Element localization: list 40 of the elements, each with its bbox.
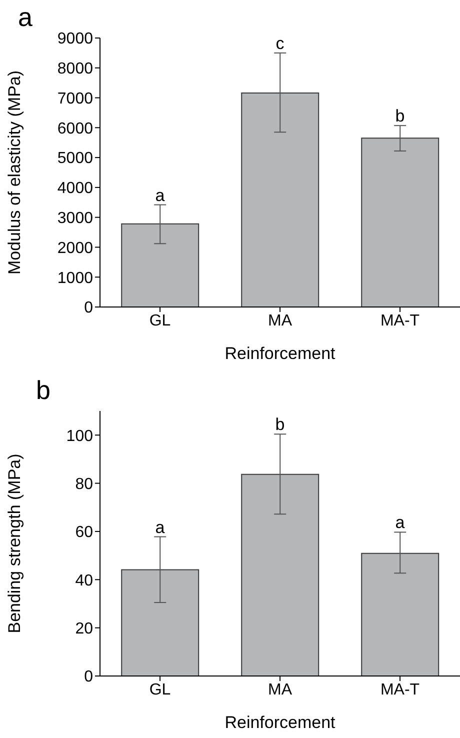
y-tick-label: 8000 — [57, 60, 94, 78]
annotation: a — [155, 186, 166, 205]
annotation: a — [155, 518, 166, 537]
x-tick-label: MA-T — [380, 681, 420, 698]
y-tick-label: 20 — [75, 620, 94, 638]
y-tick-label: 100 — [66, 428, 94, 445]
y-tick-label: 9000 — [57, 30, 94, 48]
bar — [121, 223, 200, 307]
y-tick-label: 80 — [75, 476, 94, 493]
annotation: a — [395, 513, 406, 532]
x-tick-label: GL — [149, 681, 171, 698]
bar — [241, 474, 320, 676]
x-tick-label: GL — [149, 312, 171, 330]
x-axis-title: Reinforcement — [224, 344, 336, 363]
bar — [241, 92, 320, 307]
y-tick-label: 3000 — [57, 210, 94, 228]
annotation: b — [395, 106, 405, 126]
y-tick-label: 5000 — [57, 150, 94, 168]
x-tick-label: MA — [268, 312, 292, 330]
y-tick-label: 2000 — [57, 240, 94, 257]
chart-title: a — [18, 2, 32, 33]
bar — [121, 569, 200, 676]
y-axis-title: Bending strength (MPa) — [5, 454, 24, 634]
y-tick-label: 40 — [75, 572, 94, 590]
y-tick-label: 7000 — [57, 90, 94, 108]
y-tick-label: 0 — [84, 668, 94, 686]
y-tick-label: 1000 — [57, 270, 94, 287]
y-tick-label: 6000 — [57, 120, 94, 138]
y-tick-label: 0 — [84, 300, 94, 317]
bar — [361, 552, 440, 676]
chart-title: b — [36, 375, 50, 406]
x-axis-title: Reinforcement — [224, 713, 336, 732]
annotation: c — [276, 34, 285, 53]
annotation: b — [275, 415, 285, 434]
y-axis-title: Modulus of elasticity (MPa) — [5, 70, 24, 275]
x-tick-label: MA — [268, 681, 292, 698]
y-tick-label: 4000 — [57, 180, 94, 198]
y-tick-label: 60 — [75, 524, 94, 542]
bar — [361, 138, 440, 307]
x-tick-label: MA-T — [380, 312, 420, 330]
